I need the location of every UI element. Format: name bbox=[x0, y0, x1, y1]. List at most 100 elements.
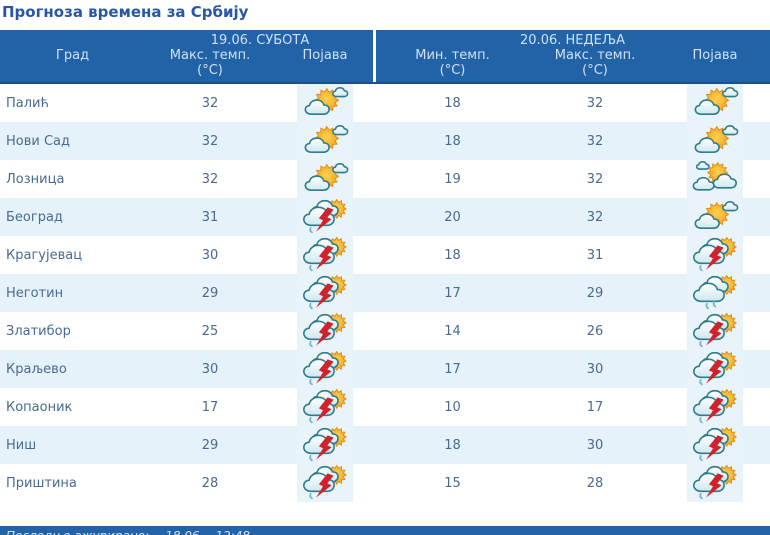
sun-phenomenon-cell bbox=[660, 388, 770, 426]
sun-max-temp-cell: 32 bbox=[586, 171, 604, 187]
sat-max-temp-cell: 25 bbox=[201, 323, 219, 339]
weather-icon-chip bbox=[297, 426, 353, 464]
weather-icon-chip bbox=[687, 198, 743, 236]
city-cell: Крагујевац bbox=[6, 247, 83, 263]
sat-max-temp-cell: 31 bbox=[201, 209, 219, 225]
sun-max-temp-cell: 29 bbox=[586, 285, 604, 301]
sun-max-temp-cell: 17 bbox=[586, 399, 604, 415]
partly-cloudy-icon bbox=[300, 85, 350, 121]
sat-max-temp-cell: 30 bbox=[201, 247, 219, 263]
weather-icon-chip bbox=[297, 122, 353, 160]
weather-icon-chip bbox=[687, 160, 743, 198]
thunderstorm-icon bbox=[300, 465, 350, 501]
weather-icon-chip bbox=[687, 84, 743, 122]
weather-icon-chip bbox=[297, 388, 353, 426]
last-updated-time: 12:48 bbox=[215, 529, 250, 535]
col-header-sat-max: Макс. темп. (°C) bbox=[145, 48, 275, 82]
sun-max-temp-cell: 32 bbox=[586, 209, 604, 225]
sun-min-temp-cell: 17 bbox=[444, 285, 461, 301]
city-cell: Ниш bbox=[6, 437, 37, 453]
sat-max-temp-cell: 32 bbox=[201, 95, 219, 111]
last-updated-date: 18.06. bbox=[165, 529, 203, 535]
day-sunday-header: 20.06. НЕДЕЉА bbox=[520, 33, 625, 48]
weather-icon-chip bbox=[297, 84, 353, 122]
sun-min-temp-cell: 10 bbox=[444, 399, 461, 415]
table-row: Нови Сад 32 18 32 bbox=[0, 122, 770, 160]
city-cell: Палић bbox=[6, 95, 49, 111]
sun-phenomenon-cell bbox=[660, 122, 770, 160]
sat-max-temp-cell: 29 bbox=[201, 437, 219, 453]
col-header-sun-min: Мин. темп. (°C) bbox=[375, 48, 530, 82]
sat-phenomenon-cell bbox=[275, 274, 375, 312]
table-row: Златибор 25 14 26 bbox=[0, 312, 770, 350]
weather-icon-chip bbox=[297, 464, 353, 502]
sun-min-temp-cell: 18 bbox=[444, 95, 461, 111]
sat-max-temp-cell: 32 bbox=[201, 171, 219, 187]
weather-icon-chip bbox=[687, 464, 743, 502]
weather-icon-chip bbox=[297, 274, 353, 312]
weather-icon-chip bbox=[297, 198, 353, 236]
sun-max-temp-cell: 28 bbox=[586, 475, 604, 491]
table-header: 19.06. СУБОТА 20.06. НЕДЕЉА Град Макс. т… bbox=[0, 30, 770, 84]
col-header-sun-min-label: Мин. темп. bbox=[415, 48, 490, 63]
sat-phenomenon-cell bbox=[275, 84, 375, 122]
weather-icon-chip bbox=[687, 236, 743, 274]
sat-phenomenon-cell bbox=[275, 122, 375, 160]
sun-min-temp-cell: 18 bbox=[444, 247, 461, 263]
thunderstorm-icon bbox=[690, 351, 740, 387]
thunderstorm-icon bbox=[300, 313, 350, 349]
forecast-table: 19.06. СУБОТА 20.06. НЕДЕЉА Град Макс. т… bbox=[0, 30, 770, 502]
sat-phenomenon-cell bbox=[275, 388, 375, 426]
sun-min-temp-cell: 14 bbox=[444, 323, 461, 339]
header-day-row: 19.06. СУБОТА 20.06. НЕДЕЉА bbox=[0, 30, 770, 48]
sun-phenomenon-cell bbox=[660, 236, 770, 274]
table-row: Палић 32 18 32 bbox=[0, 84, 770, 122]
weather-icon-chip bbox=[297, 160, 353, 198]
weather-icon-chip bbox=[687, 122, 743, 160]
sat-max-temp-cell: 30 bbox=[201, 361, 219, 377]
thunderstorm-icon bbox=[690, 389, 740, 425]
table-row: Ниш 29 18 30 bbox=[0, 426, 770, 464]
sun-phenomenon-cell bbox=[660, 198, 770, 236]
table-row: Приштина 28 15 28 bbox=[0, 464, 770, 502]
col-header-sun-phenomenon: Појава bbox=[692, 48, 738, 63]
sun-min-temp-cell: 15 bbox=[444, 475, 461, 491]
city-cell: Београд bbox=[6, 209, 63, 225]
sun-phenomenon-cell bbox=[660, 312, 770, 350]
sun-phenomenon-cell bbox=[660, 464, 770, 502]
table-row: Неготин 29 17 29 bbox=[0, 274, 770, 312]
col-header-sat-max-unit: (°C) bbox=[197, 63, 223, 78]
partly-cloudy-icon bbox=[300, 123, 350, 159]
city-cell: Златибор bbox=[6, 323, 71, 339]
day-saturday-header: 19.06. СУБОТА bbox=[210, 33, 310, 48]
col-header-city: Град bbox=[55, 48, 90, 63]
partly-cloudy-icon bbox=[690, 199, 740, 235]
sat-phenomenon-cell bbox=[275, 350, 375, 388]
sat-phenomenon-cell bbox=[275, 464, 375, 502]
last-updated-label: Последње ажурирано: bbox=[6, 529, 149, 535]
sat-phenomenon-cell bbox=[275, 198, 375, 236]
thunderstorm-icon bbox=[690, 237, 740, 273]
sun-phenomenon-cell bbox=[660, 350, 770, 388]
weather-icon-chip bbox=[687, 388, 743, 426]
city-cell: Нови Сад bbox=[6, 133, 71, 149]
sun-max-temp-cell: 31 bbox=[586, 247, 604, 263]
partly-cloudy-icon bbox=[690, 123, 740, 159]
sun-max-temp-cell: 30 bbox=[586, 437, 604, 453]
thunderstorm-icon bbox=[300, 199, 350, 235]
thunderstorm-icon bbox=[300, 427, 350, 463]
weather-icon-chip bbox=[687, 350, 743, 388]
sun-phenomenon-cell bbox=[660, 274, 770, 312]
weather-icon-chip bbox=[297, 350, 353, 388]
sat-phenomenon-cell bbox=[275, 426, 375, 464]
sat-max-temp-cell: 28 bbox=[201, 475, 219, 491]
weather-icon-chip bbox=[297, 312, 353, 350]
weather-icon-chip bbox=[297, 236, 353, 274]
sun-min-temp-cell: 20 bbox=[444, 209, 461, 225]
sun-phenomenon-cell bbox=[660, 84, 770, 122]
thunderstorm-icon bbox=[300, 237, 350, 273]
thunderstorm-icon bbox=[690, 427, 740, 463]
sun-min-temp-cell: 18 bbox=[444, 133, 461, 149]
partly-cloudy-icon bbox=[690, 85, 740, 121]
